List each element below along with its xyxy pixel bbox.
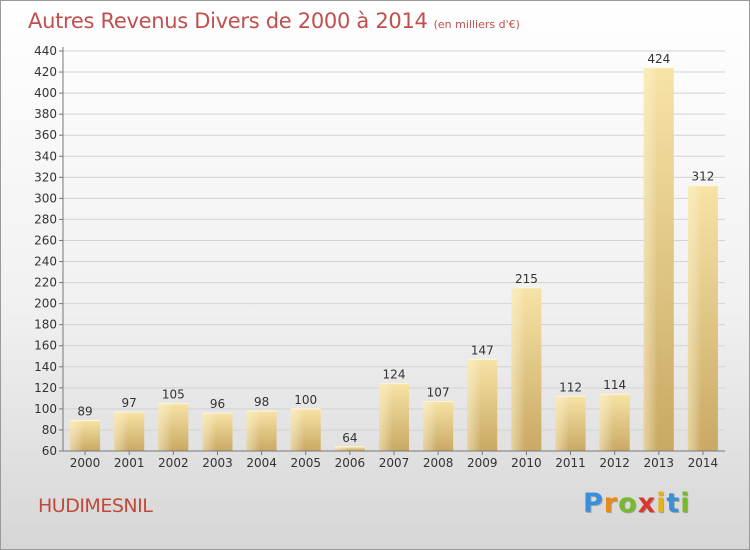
logo-letter: o: [618, 488, 638, 519]
y-tick-label: 240: [34, 255, 57, 269]
logo-letter: r: [603, 488, 619, 519]
bar-highlight: [334, 446, 349, 451]
y-tick-label: 60: [42, 444, 57, 458]
logo-letter: x: [637, 488, 657, 519]
logo-letter: t: [666, 488, 681, 519]
y-tick-label: 260: [34, 233, 57, 247]
y-tick-label: 100: [34, 402, 57, 416]
proxiti-logo[interactable]: Proxiti: [583, 488, 691, 519]
data-label: 100: [294, 393, 317, 407]
data-label: 97: [122, 396, 137, 410]
data-label: 96: [210, 397, 225, 411]
x-axis-tick-labels: 2000 2001 2002 2003 2004 2005 2006 2007 2008 2009…: [70, 451, 718, 470]
commune-name: HUDIMESNIL: [38, 495, 153, 517]
y-tick-label: 280: [34, 212, 57, 226]
logo-letter: i: [656, 488, 667, 519]
x-tick-label: 2004: [246, 456, 277, 470]
y-axis-tick-labels: 60 80 100 120 140 160 180 200 220 240 260 280 300 320…: [34, 44, 57, 458]
y-tick-label: 360: [34, 128, 57, 142]
y-tick-label: 120: [34, 381, 57, 395]
y-tick-label: 220: [34, 276, 57, 290]
x-tick-label: 2009: [467, 456, 498, 470]
y-tick-label: 320: [34, 170, 57, 184]
bar-highlight: [555, 396, 570, 451]
x-tick-label: 2013: [644, 456, 675, 470]
data-label: 107: [427, 386, 450, 400]
data-label: 147: [471, 343, 494, 357]
x-tick-label: 2010: [511, 456, 542, 470]
y-tick-label: 80: [42, 423, 57, 437]
bar-highlight: [511, 287, 525, 451]
bar-highlight: [246, 411, 261, 451]
chart-title: Autres Revenus Divers de 2000 à 2014 (en …: [28, 9, 520, 33]
chart-subtitle: (en milliers d'€): [433, 18, 520, 31]
bar-highlight: [378, 383, 393, 451]
y-tick-label: 440: [34, 44, 57, 58]
bar-highlight: [643, 67, 658, 451]
data-label: 112: [559, 380, 582, 394]
bar-highlight: [423, 401, 437, 451]
bar-highlight: [114, 412, 128, 451]
bars: 89 97 105 96 98 100 64 124 107 147 215 112 114 424 312: [70, 52, 718, 451]
y-tick-label: 200: [34, 297, 57, 311]
data-label: 312: [691, 170, 714, 184]
logo-letter: i: [680, 488, 691, 519]
axes: [62, 47, 725, 452]
y-tick-label: 400: [34, 86, 57, 100]
data-label: 105: [162, 388, 185, 402]
y-tick-label: 340: [34, 149, 57, 163]
bar-highlight: [202, 413, 216, 451]
data-label: 114: [603, 378, 626, 392]
x-tick-label: 2011: [555, 456, 586, 470]
y-tick-label: 140: [34, 360, 57, 374]
x-tick-label: 2005: [290, 456, 321, 470]
bar-highlight: [599, 394, 614, 451]
data-label: 98: [254, 395, 269, 409]
bar: [334, 446, 365, 451]
bar-highlight: [158, 403, 172, 451]
x-tick-label: 2008: [423, 456, 454, 470]
x-tick-label: 2014: [688, 456, 719, 470]
data-label: 124: [383, 368, 406, 382]
y-tick-label: 380: [34, 107, 57, 121]
data-label: 424: [647, 52, 670, 66]
x-tick-label: 2002: [158, 456, 189, 470]
bar-highlight: [290, 408, 305, 451]
chart-title-text: Autres Revenus Divers de 2000 à 2014: [28, 9, 428, 33]
x-tick-label: 2001: [114, 456, 145, 470]
data-label: 215: [515, 272, 538, 286]
x-tick-label: 2000: [70, 456, 101, 470]
y-tick-label: 160: [34, 339, 57, 353]
y-tick-label: 300: [34, 191, 57, 205]
data-label: 64: [342, 431, 357, 445]
x-tick-label: 2006: [335, 456, 366, 470]
bar-highlight: [687, 185, 702, 451]
y-tick-label: 420: [34, 65, 57, 79]
data-label: 89: [77, 404, 92, 418]
logo-letter: P: [583, 488, 604, 519]
bar-highlight: [467, 359, 481, 451]
y-tick-label: 180: [34, 318, 57, 332]
x-tick-label: 2003: [202, 456, 233, 470]
x-tick-label: 2007: [379, 456, 410, 470]
x-tick-label: 2012: [599, 456, 630, 470]
bar-highlight: [70, 420, 84, 451]
